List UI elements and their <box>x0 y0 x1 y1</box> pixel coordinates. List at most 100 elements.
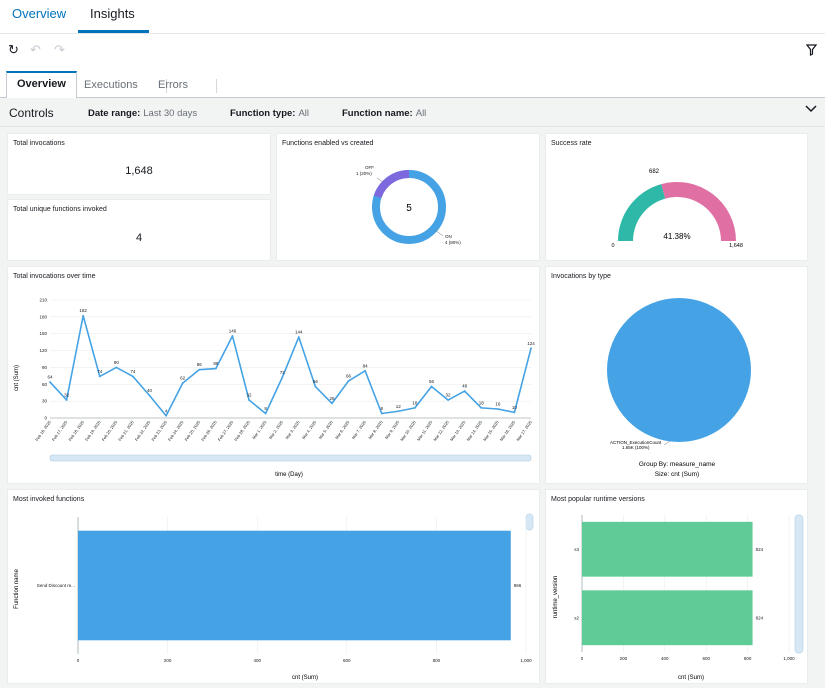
card-title: Total invocations over time <box>13 273 96 280</box>
donut-label-off: OFF <box>365 165 374 170</box>
filter-icon[interactable] <box>806 44 817 56</box>
data-point <box>297 336 300 338</box>
y-axis-title: cnt (Sum) <box>14 365 20 391</box>
x-tick-label: Mar 2, 2025 <box>268 419 285 440</box>
data-label: 32 <box>446 393 452 398</box>
data-label: 16 <box>495 402 501 407</box>
chevron-down-icon[interactable] <box>805 104 817 114</box>
y-tick-label: 150 <box>39 331 47 336</box>
x-tick-label: Feb 27, 2025 <box>217 419 235 442</box>
data-point <box>447 399 449 401</box>
data-label: 88 <box>213 361 219 366</box>
total-invocations-card[interactable]: Total invocations 1,648 <box>7 133 271 195</box>
runtime-versions-card[interactable]: Most popular runtime versions runtime_ve… <box>545 489 808 684</box>
data-label: 26 <box>329 396 335 401</box>
redo-icon[interactable]: ↷ <box>54 42 65 57</box>
data-label: 182 <box>79 308 87 313</box>
data-point <box>248 399 250 401</box>
gauge-top-value: 682 <box>649 169 660 175</box>
x-tick-label: Feb 19, 2025 <box>84 419 102 442</box>
data-point <box>115 366 118 369</box>
function-type-label: Function type: <box>230 108 296 119</box>
x-tick-label: Mar 13, 2025 <box>449 419 467 442</box>
card-title: Total unique functions invoked <box>13 206 107 213</box>
x-tick-label: Mar 16, 2025 <box>499 419 517 442</box>
unique-functions-card[interactable]: Total unique functions invoked 4 <box>7 199 271 261</box>
x-tick-label: Feb 21, 2025 <box>117 419 135 442</box>
kpi-value: 4 <box>135 232 143 244</box>
tab-insights[interactable]: Insights <box>90 6 135 21</box>
data-point <box>413 406 416 409</box>
gauge-max: 1,648 <box>729 243 743 249</box>
x-scrollbar <box>49 454 532 462</box>
x-axis-title: cnt (Sum) <box>678 675 704 681</box>
data-label: 62 <box>180 376 186 381</box>
sheet-tab-overview[interactable]: Overview <box>6 71 77 98</box>
controls-bar[interactable]: Controls Date range: Last 30 days Functio… <box>0 98 825 127</box>
x-tick-label: 0 <box>77 658 80 663</box>
function-name-control[interactable]: Function name: All <box>342 108 426 119</box>
refresh-icon[interactable]: ↻ <box>8 42 19 57</box>
gauge-success-arc <box>618 184 666 241</box>
success-rate-card[interactable]: Success rate 682 41.38% 0 1,648 <box>545 133 808 261</box>
function-type-control[interactable]: Function type: All <box>230 108 309 119</box>
functions-enabled-card[interactable]: Functions enabled vs created 5 OFF 1 (20… <box>276 133 540 261</box>
card-title: Success rate <box>551 140 592 147</box>
x-tick-label: 1,000 <box>783 656 795 661</box>
date-range-value: Last 30 days <box>143 108 198 119</box>
x-tick-label: Mar 9, 2025 <box>384 419 401 440</box>
data-label: 8 <box>380 406 383 411</box>
card-title: Most popular runtime versions <box>551 496 645 503</box>
line-chart: cnt (Sum) time (Day) 0 30 60 90 120 150 180 210… <box>14 298 535 479</box>
x-tick-label: Feb 17, 2025 <box>51 419 69 442</box>
x-tick-label: Mar 6, 2025 <box>334 419 351 440</box>
data-label: 32 <box>247 393 253 398</box>
series-line <box>49 314 532 417</box>
data-point <box>181 382 184 385</box>
data-point <box>480 406 483 409</box>
data-point <box>165 414 168 417</box>
tab-separator <box>196 79 217 93</box>
data-label: 146 <box>229 328 237 333</box>
data-label: 72 <box>280 370 286 375</box>
pie-size: Size: cnt (Sum) <box>655 471 699 478</box>
gauge-chart: 682 41.38% 0 1,648 <box>611 169 743 249</box>
x-tick-label: Mar 14, 2025 <box>465 419 483 442</box>
invocations-by-type-card[interactable]: Invocations by type ACTION_ExecutionCoun… <box>545 266 808 484</box>
pie-chart: ACTION_ExecutionCount 1.65K (100%) Group… <box>607 298 751 478</box>
invocations-over-time-card[interactable]: Total invocations over time cnt (Sum) ti… <box>7 266 540 484</box>
x-tick-label: Mar 3, 2025 <box>284 419 301 440</box>
data-label: 4 <box>165 408 168 413</box>
x-tick-label: 0 <box>581 656 584 661</box>
undo-icon[interactable]: ↶ <box>30 42 41 57</box>
x-tick-label: Feb 18, 2025 <box>67 419 85 442</box>
data-point <box>314 385 317 388</box>
x-tick-label: 600 <box>702 656 710 661</box>
date-range-label: Date range: <box>88 108 141 119</box>
sheet-tab-executions[interactable]: Executions <box>84 79 138 91</box>
x-tick-label: Mar 10, 2025 <box>399 419 417 442</box>
active-tab-indicator <box>78 30 149 33</box>
top-nav: Overview Insights <box>0 0 825 34</box>
y-tick-label: 90 <box>42 365 48 370</box>
data-label: 32 <box>64 393 70 398</box>
data-label: 90 <box>114 360 120 365</box>
card-title: Functions enabled vs created <box>282 140 374 147</box>
data-point <box>264 412 267 415</box>
data-point <box>214 367 217 370</box>
data-point <box>198 368 201 371</box>
most-invoked-card[interactable]: Most invoked functions Function name cnt… <box>7 489 540 684</box>
tab-overview[interactable]: Overview <box>12 6 67 21</box>
x-tick-label: Feb 25, 2025 <box>183 419 201 442</box>
x-tick-label: Mar 15, 2025 <box>482 419 500 442</box>
x-tick-label: 400 <box>661 656 669 661</box>
data-point <box>513 411 516 414</box>
sheet-tab-errors[interactable]: Errors <box>158 79 188 91</box>
data-label: 48 <box>462 384 468 389</box>
y-scrollbar <box>525 513 534 531</box>
function-name-value: All <box>415 108 427 119</box>
x-tick-label: Feb 26, 2025 <box>200 419 218 442</box>
data-label: 84 <box>363 363 369 368</box>
date-range-control[interactable]: Date range: Last 30 days <box>88 108 197 119</box>
data-label: 74 <box>130 369 136 374</box>
